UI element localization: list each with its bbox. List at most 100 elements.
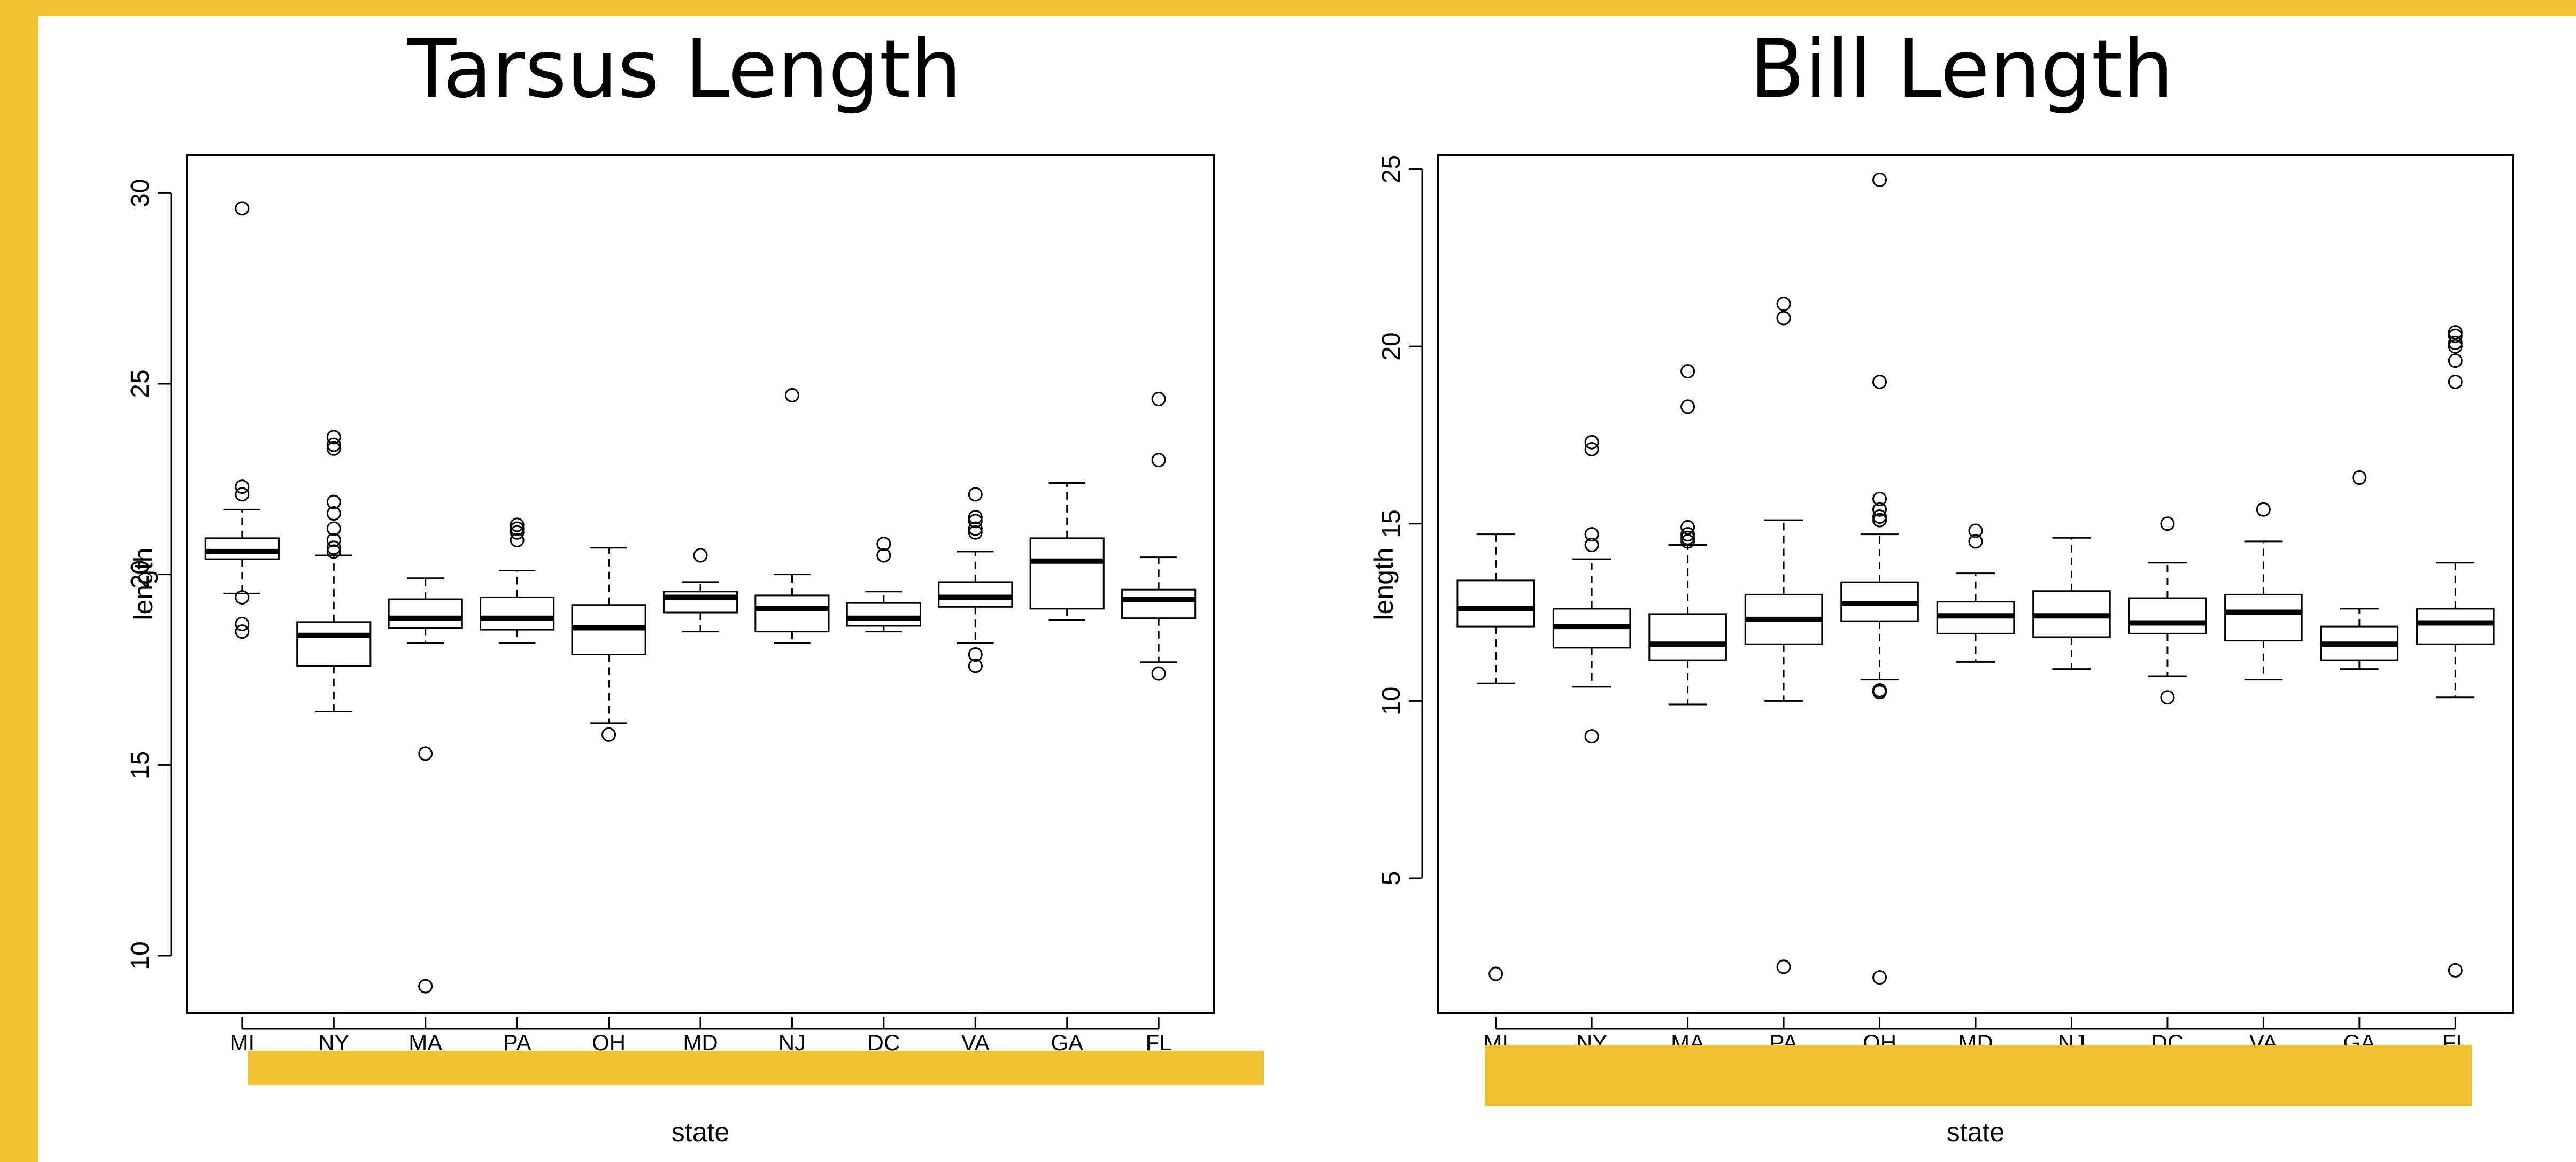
iqr-box <box>754 594 830 633</box>
iqr-box <box>1029 537 1105 610</box>
outlier-point <box>784 388 799 402</box>
outlier-point <box>1488 966 1503 981</box>
outlier-point <box>1872 502 1887 517</box>
y-tick-label: 15 <box>1377 509 1406 538</box>
iqr-box <box>2224 593 2303 642</box>
outlier-point <box>693 548 708 563</box>
outlier-point <box>326 437 341 452</box>
outlier-point <box>1151 453 1166 468</box>
box-md <box>1936 523 2015 663</box>
outlier-point <box>1584 729 1599 744</box>
outlier-point <box>1872 172 1887 187</box>
outlier-point <box>326 506 341 521</box>
y-tick-label: 25 <box>1377 155 1406 183</box>
box-fl <box>1121 392 1197 681</box>
outlier-point <box>1872 513 1887 528</box>
y-tick-label: 30 <box>126 179 155 207</box>
box-nj <box>2032 537 2111 670</box>
box-pa <box>480 517 555 644</box>
outlier-point <box>1680 364 1695 379</box>
outlier-point <box>1151 392 1166 407</box>
iqr-box <box>296 621 372 667</box>
outlier-point <box>968 647 983 662</box>
box-va <box>938 487 1013 673</box>
box-ga <box>2320 470 2399 670</box>
iqr-box <box>1648 613 1727 661</box>
box-oh <box>571 547 646 742</box>
outlier-point <box>2448 374 2463 389</box>
y-tick-label: 15 <box>126 751 155 779</box>
box-md <box>662 548 738 633</box>
y-axis-label: length <box>128 547 158 620</box>
outlier-point <box>510 532 525 547</box>
outlier-point <box>326 430 341 445</box>
outlier-point <box>1872 509 1887 524</box>
y-tick-label: 25 <box>126 369 155 398</box>
outlier-point <box>418 746 433 761</box>
y-tick-label: 5 <box>1377 871 1406 886</box>
box-oh <box>1840 172 1919 985</box>
outlier-point <box>1776 959 1791 974</box>
y-tick-label: 10 <box>1377 687 1406 715</box>
category-highlight-bar <box>1485 1045 2472 1106</box>
outlier-point <box>2160 516 2175 531</box>
iqr-box <box>2416 608 2495 645</box>
outlier-point <box>1680 530 1695 545</box>
outlier-point <box>510 525 525 540</box>
box-va <box>2224 502 2303 681</box>
plot-frame <box>186 154 1215 1014</box>
y-axis-label: length <box>1369 547 1399 620</box>
x-axis-label: state <box>1947 1117 2004 1147</box>
outlier-point <box>876 548 891 563</box>
outlier-point <box>1584 538 1599 553</box>
box-dc <box>2128 516 2207 705</box>
outlier-point <box>418 979 433 994</box>
box-ny <box>1552 435 1631 744</box>
y-tick-label: 20 <box>1377 332 1406 360</box>
outlier-point <box>1872 970 1887 985</box>
outlier-point <box>1680 399 1695 414</box>
outlier-point <box>968 521 983 536</box>
outlier-point <box>1872 491 1887 506</box>
outlier-point <box>326 521 341 536</box>
outlier-point <box>510 521 525 536</box>
bill-length-chart: Bill Length 5 10 15 20 25 length MI NY MA PA OH MD N… <box>1347 0 2576 1162</box>
outlier-point <box>1151 666 1166 681</box>
outlier-point <box>2448 339 2463 354</box>
outlier-point <box>235 487 250 502</box>
outlier-point <box>326 441 341 456</box>
box-ma <box>388 577 463 994</box>
outlier-point <box>1872 374 1887 389</box>
outlier-point <box>1680 534 1695 549</box>
chart-title: Bill Length <box>1749 23 2174 116</box>
outlier-point <box>326 532 341 547</box>
outlier-point <box>1680 520 1695 534</box>
box-mi <box>204 201 280 639</box>
iqr-box <box>938 581 1013 608</box>
outlier-point <box>601 727 616 742</box>
outlier-point <box>2160 690 2175 705</box>
box-fl <box>2416 325 2495 978</box>
box-ny <box>296 430 372 712</box>
outlier-point <box>1968 523 1983 538</box>
category-highlight-bar <box>248 1051 1264 1085</box>
box-pa <box>1744 297 1823 974</box>
top-accent-bar <box>0 0 2576 16</box>
outlier-point <box>2448 325 2463 340</box>
outlier-point <box>968 510 983 525</box>
y-tick-label: 20 <box>126 560 155 588</box>
outlier-point <box>2352 470 2367 485</box>
outlier-point <box>968 514 983 529</box>
outlier-point <box>2448 336 2463 351</box>
chart-title: Tarsus Length <box>407 23 962 116</box>
box-dc <box>846 537 921 633</box>
outlier-point <box>326 540 341 555</box>
x-axis-label: state <box>672 1117 729 1147</box>
outlier-point <box>968 659 983 673</box>
outlier-point <box>968 525 983 540</box>
tarsus-length-chart: Tarsus Length 10 15 20 25 30 length MI NY MA PA OH… <box>107 0 1264 1162</box>
iqr-box <box>1456 579 1535 628</box>
outlier-point <box>235 479 250 494</box>
